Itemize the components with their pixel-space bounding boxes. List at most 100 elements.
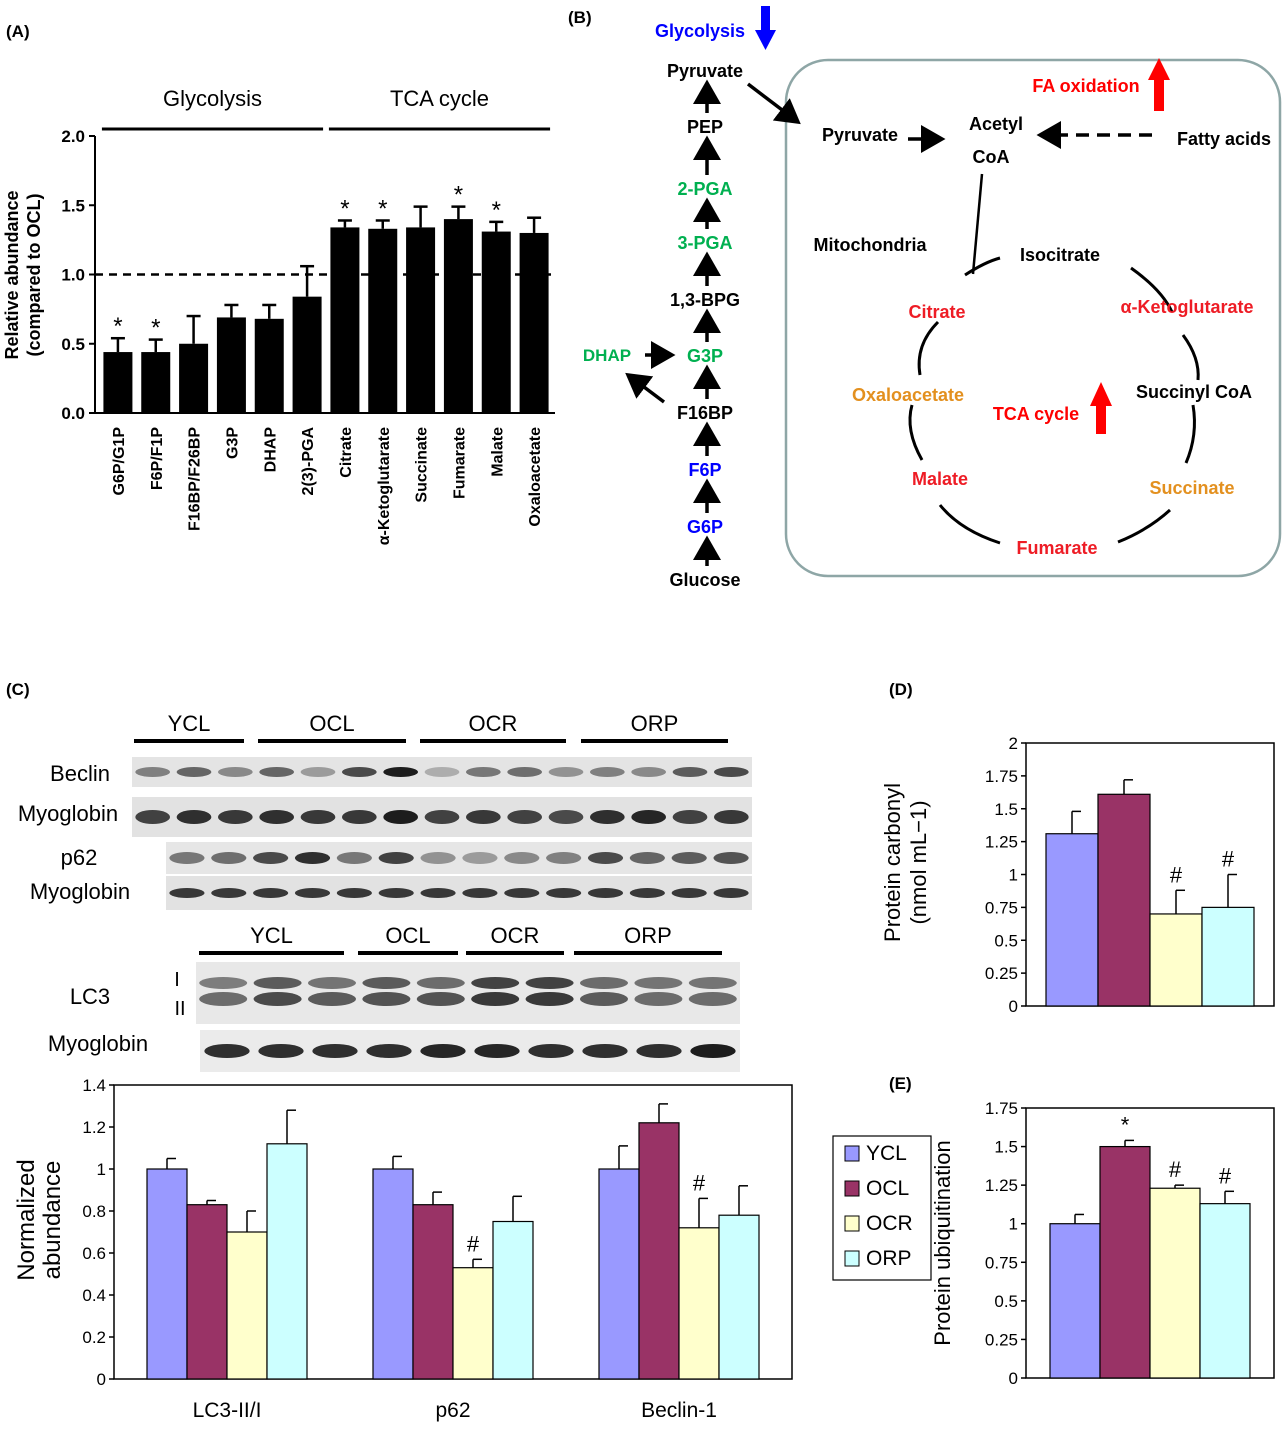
chart-c-bar bbox=[638, 1122, 680, 1380]
blot-band bbox=[424, 767, 460, 777]
blot-band bbox=[253, 888, 289, 898]
blot-band bbox=[253, 852, 289, 864]
blot-band bbox=[471, 977, 520, 989]
chart-d-significance-mark: # bbox=[1222, 847, 1235, 872]
chart-e-significance-mark: * bbox=[1121, 1112, 1130, 1137]
chart-e-y-tick-label: 0.5 bbox=[994, 1292, 1018, 1311]
chart-d-bar bbox=[1201, 906, 1255, 1007]
blot-band bbox=[504, 852, 540, 864]
glycolysis-metabolite: F6P bbox=[688, 460, 721, 480]
blot-band bbox=[504, 888, 540, 898]
blot-band bbox=[383, 810, 419, 824]
malate-label: Malate bbox=[912, 469, 968, 489]
blot-band bbox=[135, 767, 171, 777]
chart-a-significance-mark: * bbox=[378, 195, 387, 222]
chart-a-significance-mark: * bbox=[492, 197, 501, 224]
chart-a-bar bbox=[141, 352, 171, 413]
glycolysis-label: Glycolysis bbox=[655, 21, 745, 41]
fumarate-label: Fumarate bbox=[1016, 538, 1097, 558]
chart-d-y-tick-label: 1.25 bbox=[985, 833, 1018, 852]
blot-band bbox=[474, 1044, 520, 1058]
blot-band bbox=[713, 852, 749, 864]
citrate-label: Citrate bbox=[908, 302, 965, 322]
blot-band bbox=[294, 852, 331, 864]
acetylcoa-to-citrate-line bbox=[971, 173, 984, 275]
chart-c-bar bbox=[598, 1168, 640, 1380]
blot-band bbox=[582, 1044, 628, 1058]
blot-band bbox=[199, 992, 248, 1006]
blot-band bbox=[634, 992, 683, 1006]
chart-c-bar bbox=[266, 1143, 308, 1380]
chart-c-bar bbox=[678, 1227, 720, 1380]
chart-a-bar bbox=[292, 296, 322, 413]
blot-band bbox=[546, 852, 582, 864]
blot-group-label: OCR bbox=[469, 711, 518, 736]
blot-band bbox=[471, 992, 520, 1006]
blot-band bbox=[672, 767, 708, 777]
blot-band bbox=[420, 888, 456, 898]
blot-band bbox=[253, 977, 302, 989]
chart-e-protein-ubiquitination: 0 0.25 0.5 0.75 1 1.25 1.5 1.75 Protein ubiquiti… bbox=[832, 1099, 1275, 1388]
blot-band bbox=[308, 992, 356, 1006]
mito-pyruvate-label: Pyruvate bbox=[822, 125, 898, 145]
blot-band bbox=[308, 977, 356, 989]
blot-band bbox=[629, 852, 665, 864]
chart-a-category-label: G3P bbox=[224, 427, 241, 459]
blot-band bbox=[211, 852, 247, 864]
chart-a-bar bbox=[330, 227, 360, 413]
glycolysis-metabolite: 2-PGA bbox=[677, 179, 732, 199]
blot-band bbox=[525, 992, 574, 1006]
akg-label: α-Ketoglutarate bbox=[1120, 297, 1253, 317]
chart-a-category-label: DHAP bbox=[262, 427, 279, 473]
legend-swatch bbox=[844, 1215, 860, 1232]
blot-band bbox=[169, 888, 205, 898]
blot-band bbox=[636, 1044, 682, 1058]
blot-band bbox=[671, 888, 707, 898]
chart-a-significance-mark: * bbox=[151, 315, 160, 342]
chart-d-bar bbox=[1045, 833, 1099, 1007]
blot-band bbox=[199, 977, 248, 989]
chart-d-y-tick-label: 1 bbox=[1009, 866, 1018, 885]
chart-a-significance-mark: * bbox=[113, 313, 122, 340]
chart-d-bar bbox=[1149, 913, 1203, 1007]
chart-a-group-label: Glycolysis bbox=[163, 86, 262, 111]
chart-a-glycolysis-tca: 0.0 0.5 1.0 1.5 2.0 Relative abundance (compar… bbox=[2, 86, 555, 545]
chart-a-bar bbox=[254, 318, 284, 413]
chart-c-y-tick-label: 0.4 bbox=[82, 1286, 106, 1305]
chart-a-category-label: Succinate bbox=[414, 427, 431, 503]
blot-band bbox=[416, 992, 465, 1006]
glycolysis-metabolite: PEP bbox=[687, 117, 723, 137]
blot-row-label-beclin: Beclin bbox=[50, 761, 110, 786]
legend-label: OCR bbox=[866, 1212, 913, 1235]
chart-c-bar bbox=[492, 1220, 534, 1380]
blot-band bbox=[631, 810, 667, 824]
chart-a-category-label: α-Ketoglutarate bbox=[376, 427, 393, 545]
blot-row-label-lc3: LC3 bbox=[70, 984, 110, 1009]
glycolysis-metabolite: 1,3-BPG bbox=[670, 290, 740, 310]
chart-a-bar bbox=[519, 232, 549, 413]
blot-band bbox=[589, 767, 625, 777]
chart-a-category-label: F16BP/F26BP bbox=[187, 427, 204, 531]
chart-d-protein-carbonyl: 0 0.25 0.5 0.75 1 1.25 1.5 1.75 2 Protein carbony… bbox=[880, 734, 1275, 1016]
chart-c-significance-mark: # bbox=[693, 1170, 706, 1195]
blot-band bbox=[548, 810, 584, 824]
chart-a-y-tick-label: 1.5 bbox=[61, 196, 85, 215]
chart-c-y-tick-label: 1 bbox=[97, 1160, 106, 1179]
chart-e-y-tick-label: 1.75 bbox=[985, 1099, 1018, 1118]
chart-d-y-tick-label: 0 bbox=[1009, 997, 1018, 1016]
chart-a-bar bbox=[443, 219, 473, 413]
blot-band bbox=[690, 1044, 736, 1058]
blot-row-label-myoglobin-2: Myoglobin bbox=[30, 879, 130, 904]
succinate-label: Succinate bbox=[1149, 478, 1234, 498]
glycolysis-metabolite: G6P bbox=[687, 517, 723, 537]
blot-band bbox=[366, 1044, 412, 1058]
blot-group-label: OCL bbox=[309, 711, 354, 736]
legend-swatch bbox=[844, 1145, 860, 1162]
mitochondria-box bbox=[784, 58, 1282, 578]
chart-a-category-label: F6P/F1P bbox=[149, 427, 166, 490]
f16bp-to-dhap-arrow bbox=[625, 372, 666, 404]
chart-e-y-tick-label: 1.5 bbox=[994, 1138, 1018, 1157]
chart-c-bar bbox=[412, 1204, 454, 1380]
blot-band bbox=[713, 888, 749, 898]
